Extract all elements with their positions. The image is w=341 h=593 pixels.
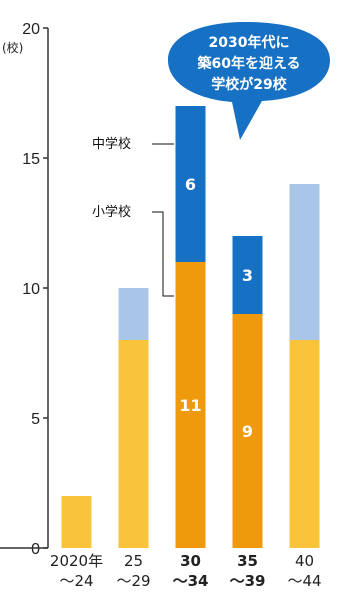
y-tick-label: 0 bbox=[31, 541, 40, 558]
bubble-line-1: 2030年代に bbox=[209, 34, 290, 51]
x-tick-label-range: ～44 bbox=[287, 572, 321, 590]
bar-label-elementary: 11 bbox=[179, 396, 201, 415]
bar-junior bbox=[175, 106, 206, 262]
bar-label-junior: 6 bbox=[185, 175, 196, 194]
x-tick-label-range: ～34 bbox=[173, 572, 209, 590]
bar-elementary bbox=[175, 262, 206, 548]
bar-label-elementary: 9 bbox=[242, 422, 253, 441]
annotation-bubble: 2030年代に 築60年を迎える 学校が29校 bbox=[168, 22, 330, 140]
legend-label-junior: 中学校 bbox=[92, 136, 131, 152]
y-axis-labels: 0 5 10 15 20 bbox=[22, 21, 40, 558]
bar-elementary bbox=[232, 314, 263, 548]
x-tick-label: 2020年 bbox=[50, 552, 103, 570]
x-tick-label-range: ～24 bbox=[59, 572, 93, 590]
x-tick-label: 30 bbox=[180, 552, 201, 570]
legend-label-elementary: 小学校 bbox=[92, 204, 131, 220]
y-tick-label: 5 bbox=[31, 411, 40, 428]
x-axis-labels: 2020年 ～24 25 ～29 30 ～34 35 ～39 40 ～44 bbox=[50, 552, 322, 590]
y-tick-label: 20 bbox=[22, 21, 40, 38]
x-tick-label-range: ～39 bbox=[230, 572, 266, 590]
bar-junior bbox=[289, 184, 320, 340]
bubble-line-3: 学校が29校 bbox=[211, 76, 287, 93]
y-tick-label: 15 bbox=[22, 151, 40, 168]
legend-junior: 中学校 bbox=[92, 136, 174, 152]
bar-junior bbox=[118, 288, 149, 340]
y-axis-unit: (校) bbox=[2, 40, 23, 55]
x-tick-label: 35 bbox=[237, 552, 258, 570]
y-tick-label: 10 bbox=[22, 281, 40, 298]
bars bbox=[61, 106, 320, 548]
segment-labels: 11 6 9 3 bbox=[179, 175, 253, 441]
bar-elementary bbox=[118, 340, 149, 548]
bubble-shape bbox=[168, 22, 330, 140]
bar-label-junior: 3 bbox=[242, 266, 253, 285]
bubble-line-2: 築60年を迎える bbox=[196, 55, 300, 72]
bar-junior bbox=[232, 236, 263, 314]
x-tick-label: 25 bbox=[124, 552, 143, 570]
legend-elementary: 小学校 bbox=[92, 204, 174, 297]
x-tick-label-range: ～29 bbox=[116, 572, 150, 590]
bar-elementary bbox=[289, 340, 320, 548]
legend-leader-elementary bbox=[152, 211, 174, 297]
x-tick-label: 40 bbox=[295, 552, 314, 570]
bar-elementary bbox=[61, 496, 92, 548]
